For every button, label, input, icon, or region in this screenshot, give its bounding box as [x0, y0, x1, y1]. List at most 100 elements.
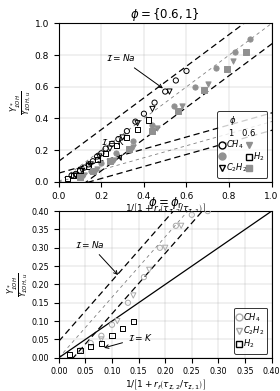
Point — [78, 172, 82, 179]
Point — [99, 336, 104, 343]
Point — [95, 153, 99, 160]
Point — [125, 128, 129, 134]
Point — [131, 292, 136, 299]
Point — [152, 99, 157, 106]
Point — [108, 145, 112, 152]
Point — [95, 156, 99, 163]
Point — [78, 174, 82, 180]
Point — [78, 347, 82, 353]
Point — [135, 126, 140, 133]
Point — [103, 150, 108, 156]
Point — [99, 150, 104, 156]
Point — [150, 122, 155, 128]
Point — [91, 168, 95, 174]
Point — [88, 161, 93, 167]
Point — [233, 49, 238, 55]
Point — [155, 125, 159, 131]
Point — [110, 141, 114, 147]
Point — [190, 212, 194, 218]
Point — [71, 172, 76, 179]
Point — [110, 322, 114, 328]
Point — [201, 87, 206, 93]
Point — [167, 88, 172, 95]
Point — [115, 318, 120, 324]
Y-axis label: $\frac{Y^*_{\mathcal{I}OH}}{Y_{\mathcal{I}OH,u}}$: $\frac{Y^*_{\mathcal{I}OH}}{Y_{\mathcal{… — [6, 272, 30, 297]
Point — [99, 333, 104, 339]
Point — [176, 108, 180, 114]
Point — [74, 172, 78, 179]
Point — [158, 245, 162, 251]
Point — [69, 172, 74, 179]
Title: $\phi = \phi_{\rm r}$: $\phi = \phi_{\rm r}$ — [148, 195, 183, 211]
Point — [206, 81, 210, 87]
Point — [112, 156, 116, 163]
Point — [174, 77, 178, 84]
Point — [214, 65, 218, 71]
Point — [150, 106, 155, 112]
Point — [108, 158, 112, 164]
Y-axis label: $\frac{Y^*_{\mathcal{I}OH}}{Y_{\mathcal{I}OH,u}}$: $\frac{Y^*_{\mathcal{I}OH}}{Y_{\mathcal{… — [10, 90, 33, 115]
Point — [244, 49, 248, 55]
Point — [103, 145, 108, 152]
Point — [147, 267, 151, 273]
Point — [88, 340, 93, 346]
Point — [120, 325, 125, 332]
Point — [114, 142, 118, 149]
Legend: $CH_4$, $C_2H_2$, $H_2$: $CH_4$, $C_2H_2$, $H_2$ — [234, 308, 267, 353]
X-axis label: $1/\left[1 + r_f\left(\tau_{\mathcal{I},2}/\tau_{\mathcal{I},1}\right)\right]$: $1/\left[1 + r_f\left(\tau_{\mathcal{I},… — [125, 202, 206, 216]
Point — [184, 68, 189, 74]
Point — [67, 351, 72, 357]
Point — [163, 245, 167, 251]
Point — [248, 36, 253, 42]
Text: $\mathcal{I} = Na$: $\mathcal{I} = Na$ — [106, 52, 162, 88]
Point — [180, 103, 185, 109]
Point — [99, 340, 104, 346]
Point — [174, 223, 178, 229]
Point — [126, 300, 130, 306]
Point — [142, 274, 146, 280]
Point — [91, 158, 95, 164]
Point — [65, 176, 69, 182]
Point — [78, 347, 82, 353]
Point — [97, 153, 101, 160]
Point — [116, 136, 121, 142]
Point — [78, 168, 82, 174]
Point — [131, 318, 136, 324]
Point — [146, 117, 150, 123]
Point — [125, 135, 129, 141]
Point — [88, 168, 93, 174]
Point — [99, 160, 104, 166]
Point — [110, 333, 114, 339]
Point — [179, 223, 183, 229]
Point — [231, 58, 235, 65]
Point — [127, 145, 131, 152]
Point — [171, 103, 176, 109]
Point — [135, 120, 140, 126]
Point — [95, 166, 99, 172]
Point — [142, 111, 146, 117]
Text: $\mathcal{I} = K$: $\mathcal{I} = K$ — [105, 332, 153, 348]
Point — [120, 135, 125, 141]
Point — [88, 344, 93, 350]
Point — [78, 168, 82, 174]
Point — [86, 163, 91, 169]
Point — [131, 138, 136, 144]
Point — [163, 88, 167, 95]
Point — [150, 128, 155, 134]
Text: $\mathcal{I} = Na$: $\mathcal{I} = Na$ — [75, 239, 117, 274]
Point — [82, 172, 87, 179]
Title: $\phi = \{0.6, 1\}$: $\phi = \{0.6, 1\}$ — [130, 7, 200, 23]
Point — [82, 165, 87, 171]
Point — [74, 171, 78, 177]
X-axis label: $1/\left[1 + r_f\left(\tau_{\mathcal{I},2}/\tau_{\mathcal{I},1}\right)\right]$: $1/\left[1 + r_f\left(\tau_{\mathcal{I},… — [125, 378, 206, 391]
Point — [86, 161, 91, 167]
Point — [131, 144, 136, 150]
Point — [225, 66, 229, 72]
Point — [114, 150, 118, 156]
Point — [133, 118, 138, 125]
Text: $\mathcal{I} = K$: $\mathcal{I} = K$ — [101, 136, 126, 160]
Point — [193, 84, 197, 90]
Point — [80, 168, 85, 174]
Legend: $CH_4$,  , $C_2H_2$,  , $H_2$,  : $CH_4$, , $C_2H_2$, , $H_2$, — [217, 111, 267, 178]
Point — [206, 208, 210, 214]
